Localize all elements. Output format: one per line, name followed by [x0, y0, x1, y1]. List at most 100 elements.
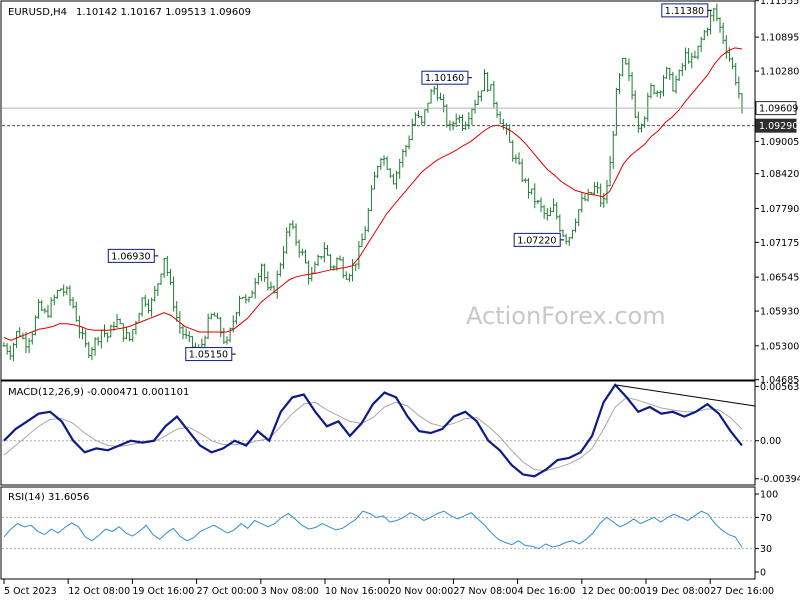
ohlc-bar	[665, 66, 669, 79]
ohlc-bar	[222, 327, 226, 345]
x-tick-label: 20 Nov 00:00	[389, 586, 453, 597]
ohlc-bar	[649, 83, 653, 99]
ohlc-bar	[303, 249, 307, 264]
extreme-annotation: 1.10160	[421, 70, 472, 85]
current-price-badge: 1.09609	[755, 101, 798, 116]
ohlc-bar	[489, 84, 493, 91]
ohlc-bar	[671, 71, 675, 92]
ohlc-bar	[486, 72, 490, 93]
price-header-symbol: EURUSD,H4	[8, 7, 67, 18]
rsi-y-tick-label: 100	[760, 490, 778, 501]
ohlc-bar	[624, 57, 628, 65]
ohlc-bar	[552, 198, 556, 213]
ohlc-bar	[307, 260, 311, 285]
macd-trendline	[615, 384, 756, 407]
ohlc-bar	[687, 47, 691, 64]
ohlc-bar	[40, 300, 44, 312]
price-y-tick-label: 1.10895	[760, 33, 799, 44]
ohlc-bar	[65, 286, 69, 295]
ohlc-bar	[586, 188, 590, 202]
ohlc-bar	[2, 342, 6, 347]
ohlc-bar	[555, 202, 559, 220]
ohlc-bar	[288, 223, 292, 237]
ohlc-bar	[319, 256, 323, 260]
ohlc-bar	[140, 297, 144, 317]
ohlc-bar	[244, 294, 248, 304]
ohlc-bar	[278, 262, 282, 277]
ohlc-bar	[322, 242, 326, 263]
x-tick-label: 3 Nov 08:00	[261, 586, 319, 597]
x-tick-label: 27 Dec 16:00	[710, 586, 774, 597]
ohlc-bar	[492, 81, 496, 108]
ohlc-bar	[564, 234, 568, 245]
ohlc-bar	[30, 331, 34, 345]
ohlc-bar	[526, 178, 530, 199]
extreme-annotation: 1.07220	[513, 232, 565, 247]
price-y-tick-label: 1.10280	[760, 67, 799, 78]
ohlc-bar	[583, 194, 587, 201]
ohlc-bar	[263, 263, 267, 282]
ohlc-bar	[74, 301, 78, 322]
ohlc-bar	[423, 109, 427, 125]
ohlc-bar	[354, 263, 358, 271]
price-y-tick-label: 1.05300	[760, 341, 799, 352]
ohlc-bar	[175, 301, 179, 322]
ohlc-bar	[366, 207, 370, 233]
ohlc-bar	[269, 281, 273, 291]
ohlc-bar	[702, 29, 706, 41]
ohlc-bar	[121, 323, 125, 342]
ohlc-bar	[46, 304, 50, 318]
ohlc-bar	[329, 254, 333, 271]
badge-box	[755, 118, 797, 133]
ohlc-bar	[55, 289, 59, 299]
ohlc-bar	[344, 271, 348, 280]
ohlc-bar	[420, 115, 424, 126]
ohlc-bar	[467, 112, 471, 130]
ohlc-bar	[395, 170, 399, 190]
ohlc-bar	[508, 124, 512, 143]
ohlc-bar	[256, 272, 260, 285]
ohlc-bar	[300, 248, 304, 256]
ohlc-bar	[52, 294, 56, 306]
ohlc-bar	[558, 214, 562, 233]
ohlc-bar	[49, 297, 53, 318]
ohlc-bar	[734, 62, 738, 86]
ohlc-bar	[636, 111, 640, 133]
price-y-tick-label: 1.08420	[760, 169, 799, 180]
ohlc-bar	[382, 155, 386, 166]
ohlc-bar	[62, 284, 66, 297]
ohlc-bar	[228, 327, 232, 343]
ohlc-bar	[545, 208, 549, 221]
ohlc-bar	[592, 182, 596, 195]
ohlc-bar	[417, 110, 421, 118]
ohlc-bar	[574, 218, 578, 233]
ohlc-bar	[404, 144, 408, 157]
macd-title: MACD(12,26,9) -0.000471 0.001101	[8, 387, 189, 398]
ohlc-bar	[614, 87, 618, 136]
ohlc-bar	[275, 270, 279, 299]
ohlc-bar	[709, 10, 713, 35]
ohlc-bar	[247, 296, 251, 303]
macd-signal-line	[3, 396, 743, 472]
ohlc-bar	[530, 188, 534, 195]
ohlc-bar	[577, 209, 581, 227]
price-annotations: 1.06930 1.05150 1.10160 1.07220 1.11380	[107, 3, 712, 362]
ohlc-bar	[495, 101, 499, 118]
ohlc-bar	[219, 317, 223, 337]
ohlc-bar	[633, 90, 637, 119]
ohlc-bar	[696, 45, 700, 60]
ohlc-bar	[68, 285, 72, 306]
ohlc-bar	[357, 240, 361, 269]
price-y-axis: 1.11555 1.10895 1.10280 1.09609 1.09290 1.090…	[755, 0, 799, 386]
ohlc-bar	[674, 75, 678, 94]
ohlc-bar	[106, 332, 110, 343]
ohlc-bar	[162, 257, 166, 278]
ohlc-bar	[325, 244, 329, 256]
macd-y-tick-label: 0.00	[760, 436, 781, 447]
ohlc-bar	[498, 111, 502, 124]
x-tick-label: 12 Oct 08:00	[68, 586, 130, 597]
ohlc-bar	[363, 226, 367, 241]
price-y-tick-label: 1.11555	[760, 0, 799, 7]
ohlc-bar	[33, 315, 37, 336]
